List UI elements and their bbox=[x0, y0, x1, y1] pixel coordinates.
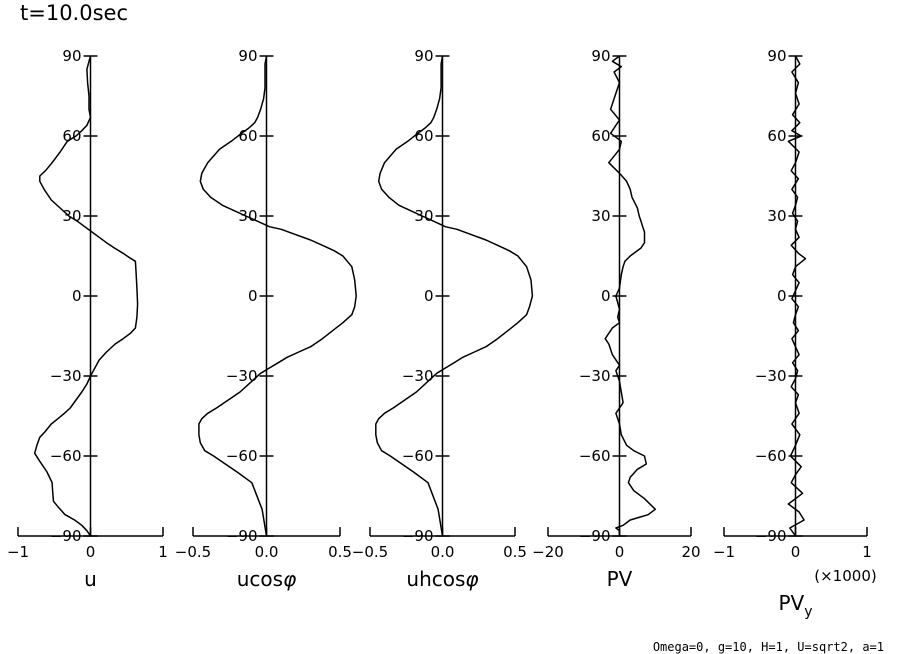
y-tick-label: 90 bbox=[767, 47, 786, 65]
x-tick-label: 1 bbox=[862, 543, 872, 561]
series-line bbox=[33, 55, 139, 537]
y-tick-label: 0 bbox=[72, 287, 82, 305]
x-axis-title: u bbox=[84, 567, 97, 591]
y-tick-label: −90 bbox=[226, 527, 258, 545]
x-axis-title: uhcosφ bbox=[406, 567, 478, 591]
y-tick-label: 0 bbox=[424, 287, 434, 305]
x-tick-label: 0 bbox=[615, 543, 625, 561]
x-tick-label: −20 bbox=[532, 543, 564, 561]
y-tick-label: −90 bbox=[755, 527, 787, 545]
x-tick-label: 20 bbox=[681, 543, 700, 561]
y-tick-label: −30 bbox=[755, 367, 787, 385]
y-tick-label: 30 bbox=[238, 207, 257, 225]
y-tick-label: −60 bbox=[226, 447, 258, 465]
x-tick-label: 1 bbox=[158, 543, 168, 561]
x-tick-label: −1 bbox=[7, 543, 29, 561]
series-line bbox=[198, 55, 357, 537]
y-tick-label: −90 bbox=[579, 527, 611, 545]
y-tick-label: −30 bbox=[226, 367, 258, 385]
y-tick-label: 0 bbox=[777, 287, 787, 305]
x-tick-label: 0 bbox=[86, 543, 96, 561]
y-tick-label: 60 bbox=[591, 127, 610, 145]
panel-2: −0.5 0.0 0.5 90 60 30 0 −30 −60 −90 ucosφ bbox=[175, 47, 357, 591]
y-tick-label: 90 bbox=[414, 47, 433, 65]
x-tick-label: 0.0 bbox=[255, 543, 279, 561]
panel-4: −20 0 20 90 60 30 0 −30 −60 −90 PV bbox=[532, 47, 700, 591]
panels-group: −1 0 1 90 60 30 0 −30 −60 −90 u −0.5 0.0 0.5 90 60 30 0 −3… bbox=[7, 47, 877, 620]
y-tick-label: 30 bbox=[591, 207, 610, 225]
x-axis-title: PVy bbox=[778, 591, 812, 620]
y-tick-label: 90 bbox=[238, 47, 257, 65]
y-tick-label: 90 bbox=[62, 47, 81, 65]
y-tick-label: 0 bbox=[248, 287, 258, 305]
y-tick-label: −90 bbox=[402, 527, 434, 545]
x-tick-label: 0.5 bbox=[328, 543, 352, 561]
series-line bbox=[787, 55, 807, 537]
y-tick-label: −60 bbox=[50, 447, 82, 465]
y-tick-label: 60 bbox=[238, 127, 257, 145]
parameters-footnote: Omega=0, g=10, H=1, U=sqrt2, a=1 bbox=[653, 640, 884, 654]
y-tick-label: 90 bbox=[591, 47, 610, 65]
y-tick-label: −30 bbox=[50, 367, 82, 385]
y-tick-label: −60 bbox=[755, 447, 787, 465]
y-tick-label: 60 bbox=[62, 127, 81, 145]
y-tick-label: −90 bbox=[50, 527, 82, 545]
panel-5: −1 0 1 90 60 30 0 −30 −60 −90 PVy(×1000) bbox=[713, 47, 877, 620]
x-axis-title: PV bbox=[607, 567, 633, 591]
x-tick-label: −0.5 bbox=[175, 543, 211, 561]
x-tick-label: 0.0 bbox=[431, 543, 455, 561]
scale-factor-label: (×1000) bbox=[814, 567, 876, 585]
x-tick-label: −1 bbox=[713, 543, 735, 561]
series-line bbox=[604, 55, 657, 536]
y-tick-label: −30 bbox=[579, 367, 611, 385]
y-tick-label: −30 bbox=[402, 367, 434, 385]
y-tick-label: −60 bbox=[402, 447, 434, 465]
x-tick-label: 0 bbox=[791, 543, 801, 561]
y-tick-label: −60 bbox=[579, 447, 611, 465]
time-label: t=10.0sec bbox=[20, 1, 128, 25]
y-tick-label: 60 bbox=[767, 127, 786, 145]
x-axis-title: ucosφ bbox=[237, 567, 297, 591]
x-tick-label: 0.5 bbox=[503, 543, 527, 561]
series-line bbox=[375, 55, 534, 537]
y-tick-label: 30 bbox=[767, 207, 786, 225]
y-tick-label: 0 bbox=[601, 287, 611, 305]
x-tick-label: −0.5 bbox=[352, 543, 388, 561]
